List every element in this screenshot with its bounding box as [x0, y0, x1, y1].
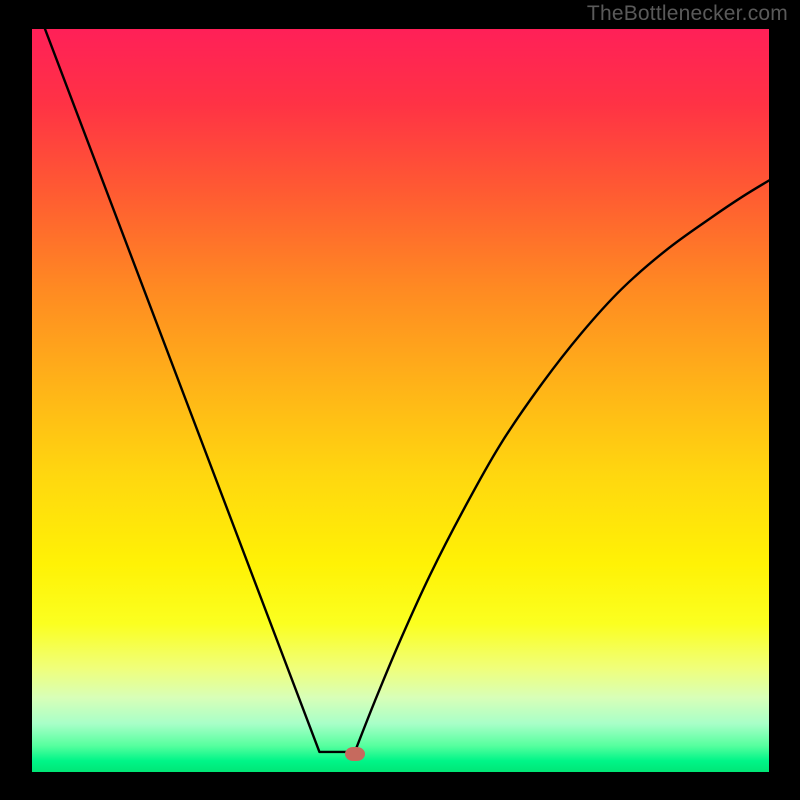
optimal-point-marker: [345, 747, 365, 761]
bottleneck-curve: [32, 29, 769, 772]
watermark-text: TheBottlenecker.com: [587, 2, 788, 26]
chart-plot-area: [32, 29, 769, 772]
